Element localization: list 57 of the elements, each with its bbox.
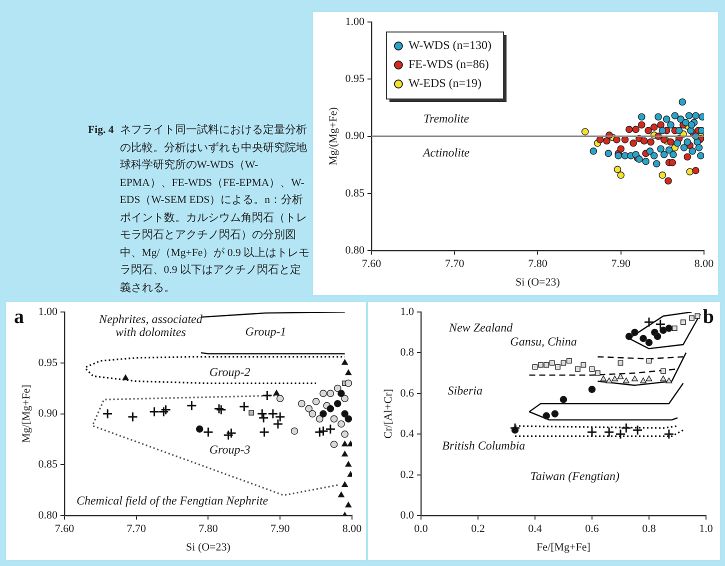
annotation: Group-3 bbox=[209, 442, 250, 457]
annotation: Nephrites, associated with dolomites bbox=[98, 312, 204, 339]
x-tick-label: 0.0 bbox=[414, 523, 428, 536]
x-tick-label: 0.8 bbox=[642, 523, 656, 536]
y-axis-title: Mg/[Mg+Fe] bbox=[20, 384, 32, 443]
x-tick-label: 8.00 bbox=[694, 258, 714, 270]
annotation: Tremolite bbox=[423, 111, 470, 126]
annotation: New Zealand bbox=[448, 320, 514, 334]
x-tick-label: 7.70 bbox=[444, 258, 465, 270]
y-tick-label: 0.0 bbox=[400, 509, 414, 522]
x-tick-label: 7.70 bbox=[126, 523, 146, 536]
y-tick-label: 1.00 bbox=[38, 306, 58, 318]
x-tick-label: 0.4 bbox=[528, 523, 542, 536]
annotation: British Columbia bbox=[442, 438, 526, 453]
x-axis-title: Si (O=23) bbox=[186, 541, 231, 554]
annotation: Gansu, China bbox=[510, 334, 577, 349]
text: a bbox=[14, 306, 24, 329]
legend-label: FE-WDS (n=86) bbox=[408, 57, 489, 72]
x-tick-label: 7.60 bbox=[54, 523, 75, 536]
y-tick-label: 0.6 bbox=[400, 387, 414, 400]
x-tick-label: 1.0 bbox=[699, 523, 714, 536]
x-tick-label: 7.90 bbox=[611, 258, 631, 270]
y-tick-label: 0.80 bbox=[345, 244, 365, 256]
x-axis-title: Fe/[Mg+Fe] bbox=[536, 541, 590, 554]
annotation: Group-1 bbox=[245, 324, 286, 339]
legend-label: W-EDS (n=19) bbox=[408, 76, 482, 90]
x-tick-label: 7.80 bbox=[198, 523, 218, 536]
legend-label: W-WDS (n=130) bbox=[408, 38, 492, 52]
y-tick-label: 1.0 bbox=[400, 306, 414, 318]
x-tick-label: 0.2 bbox=[471, 523, 485, 536]
y-axis-title: Cr/[Al+Cr] bbox=[382, 389, 394, 439]
y-tick-label: 0.80 bbox=[38, 509, 58, 522]
y-tick-label: 0.2 bbox=[400, 468, 414, 481]
y-tick-label: 0.95 bbox=[345, 73, 365, 86]
annotation: Chemical field of the Fengtian Nephrite bbox=[76, 494, 269, 508]
y-tick-label: 0.90 bbox=[345, 130, 365, 142]
y-tick-label: 0.85 bbox=[345, 187, 365, 200]
annotation: Actinolite bbox=[422, 146, 470, 160]
annotation: b bbox=[702, 306, 714, 329]
annotation: Siberia bbox=[448, 384, 482, 398]
text: Fig. 4 bbox=[88, 123, 114, 138]
y-tick-label: 0.8 bbox=[400, 346, 414, 359]
y-tick-label: 0.95 bbox=[38, 356, 58, 369]
x-axis-title: Si (O=23) bbox=[516, 276, 560, 288]
x-tick-label: 8.00 bbox=[342, 523, 362, 536]
annotation: Group-2 bbox=[209, 365, 250, 380]
y-tick-label: 0.85 bbox=[38, 458, 58, 471]
annotation: Taiwan (Fengtian) bbox=[530, 469, 620, 484]
x-tick-label: 7.90 bbox=[270, 523, 290, 536]
y-tick-label: 1.00 bbox=[345, 16, 365, 28]
y-tick-label: 0.90 bbox=[38, 408, 58, 420]
y-tick-label: 0.4 bbox=[400, 428, 414, 440]
text: ネフライト同一試料における定量分析の比較。分析はいずれも中央研究院地球科学研究所のW-WDS（W-EPMA）、FE-WDS（FE-EPMA）、W-EDS（W-SEM EDS）による。n：分析ポイント数。カルシウム角閃石（トレモラ閃石とアクチノ閃石）の分別図中、Mg/（Mg+Fe）が 0.9 以上はトレモラ閃石、0.9 以下はアクチノ閃石と定義される。 bbox=[120, 124, 310, 294]
x-tick-label: 0.6 bbox=[585, 523, 600, 536]
y-axis-title: Mg/(Mg+Fe) bbox=[327, 106, 340, 166]
x-tick-label: 7.60 bbox=[362, 258, 382, 270]
x-tick-label: 7.80 bbox=[528, 258, 548, 270]
